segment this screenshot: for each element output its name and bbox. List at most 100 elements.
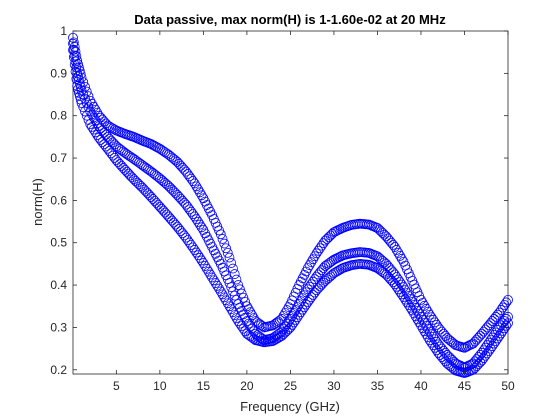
data-point [194, 252, 205, 263]
data-point [327, 269, 338, 280]
data-point [405, 302, 416, 313]
data-point [217, 289, 228, 300]
data-point [236, 321, 247, 332]
data-point [306, 257, 317, 268]
data-point [229, 310, 240, 321]
x-tick-label: 25 [284, 379, 298, 393]
data-point [311, 285, 322, 296]
data-point [292, 302, 303, 312]
data-point [128, 153, 139, 164]
data-point [395, 286, 405, 297]
data-point [177, 195, 188, 206]
data-point [315, 281, 325, 292]
data-point [393, 284, 404, 295]
data-point [76, 98, 87, 108]
data-point [174, 191, 184, 202]
data-point [428, 314, 439, 325]
data-point [142, 188, 153, 199]
data-point [123, 168, 134, 179]
data-point [177, 162, 188, 173]
data-point [483, 337, 494, 348]
data-point [174, 158, 184, 169]
data-point [214, 283, 224, 294]
data-point [198, 258, 209, 268]
data-point [489, 338, 499, 349]
data-point [191, 181, 202, 192]
plot-area: 5 10 15 20 25 30 35 40 45 50 0.20.30.40.50.60.70.… [50, 24, 515, 393]
data-point [440, 330, 451, 341]
data-point [68, 52, 79, 63]
data-point [193, 184, 204, 195]
y-tick-label: 0.3 [50, 320, 67, 334]
data-point [120, 148, 130, 158]
data-point [424, 326, 435, 337]
data-point [113, 157, 123, 168]
data-point [68, 32, 78, 43]
data-point [135, 159, 146, 169]
data-point [288, 317, 299, 328]
data-point [423, 323, 433, 334]
data-point [132, 156, 143, 167]
data-point [308, 254, 318, 265]
data-point [158, 146, 169, 156]
y-tick-label: 1 [60, 24, 67, 38]
data-point [90, 127, 101, 138]
data-point [487, 332, 498, 343]
data-point [189, 178, 200, 189]
data-point [492, 333, 503, 344]
data-point [137, 160, 148, 171]
data-point [282, 325, 292, 336]
y-tick-label: 0.5 [50, 236, 67, 250]
data-point [316, 279, 327, 290]
data-point [487, 341, 498, 351]
data-point [186, 240, 197, 250]
data-point [309, 251, 320, 262]
x-tick-label: 30 [327, 379, 341, 393]
data-point [290, 314, 301, 325]
data-point [276, 330, 287, 341]
data-point [490, 327, 501, 338]
data-point [389, 242, 400, 252]
data-point [269, 319, 280, 329]
data-point [273, 333, 284, 343]
data-point [294, 309, 305, 320]
data-point [188, 209, 198, 220]
data-point [320, 235, 331, 246]
data-point [276, 326, 287, 337]
data-point [429, 334, 440, 345]
data-point [120, 164, 130, 175]
data-point [449, 364, 459, 375]
data-point [240, 326, 251, 337]
data-point [426, 329, 437, 340]
data-point [318, 277, 329, 288]
data-point [127, 172, 137, 183]
data-point [69, 59, 80, 70]
data-point [147, 194, 158, 204]
data-point [222, 247, 233, 258]
data-point [313, 283, 324, 294]
data-point [128, 174, 139, 185]
x-axis-ticks: 5 10 15 20 25 30 35 40 45 50 [113, 31, 515, 393]
data-point [485, 343, 496, 354]
data-point [72, 68, 83, 79]
data-point [400, 294, 411, 305]
data-point [130, 155, 141, 166]
y-tick-label: 0.2 [50, 363, 67, 377]
data-point [168, 186, 179, 197]
data-point [501, 314, 512, 324]
data-point [81, 110, 92, 121]
data-point [407, 305, 418, 316]
data-point [153, 199, 164, 210]
data-point [499, 300, 510, 310]
data-point [189, 211, 200, 222]
data-point [384, 273, 395, 284]
data-point [83, 115, 94, 125]
data-point [170, 155, 181, 166]
data-point [71, 62, 82, 73]
data-point [320, 261, 331, 271]
data-point [302, 263, 313, 274]
data-point [228, 307, 238, 318]
data-point [412, 306, 423, 316]
data-point [189, 245, 200, 255]
data-point [200, 261, 211, 271]
